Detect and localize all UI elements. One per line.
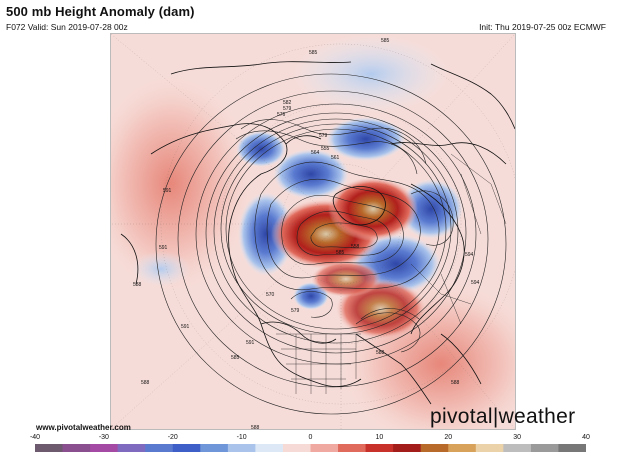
colorbar-swatch — [338, 444, 367, 452]
trough-siberia — [399, 179, 463, 239]
ridge-east — [328, 177, 418, 241]
contour-label: 588 — [251, 425, 260, 429]
contour-label: 588 — [141, 380, 150, 386]
warm-anomaly-pacific — [111, 64, 261, 304]
contour-label: 564 — [311, 150, 320, 156]
website-label: www.pivotalweather.com — [36, 423, 131, 432]
colorbar-tick-label: 20 — [444, 434, 453, 441]
colorbar-swatch — [282, 444, 311, 452]
contour-label: 582 — [283, 100, 292, 106]
cool-anomaly-north — [291, 34, 451, 114]
polar-map[interactable]: 585 585 582 579 576 579 564 555 561 591 … — [110, 33, 516, 430]
contour-label: 579 — [319, 133, 328, 139]
colorbar-swatch — [558, 444, 586, 452]
map-canvas: 585 585 582 579 576 579 564 555 561 591 … — [111, 34, 515, 429]
brand-logo: pivotal|weather — [430, 405, 576, 428]
valid-time: F072 Valid: Sun 2019-07-28 00z — [6, 22, 128, 32]
contour-label: 588 — [376, 350, 385, 356]
contour-label: 576 — [277, 112, 286, 118]
contour-label: 594 — [471, 280, 480, 286]
contour-labels: 585 585 582 579 576 579 564 555 561 591 … — [133, 38, 480, 429]
init-time: Init: Thu 2019-07-25 00z ECMWF — [479, 22, 606, 32]
colorbar-swatch — [172, 444, 201, 452]
colorbar — [35, 444, 586, 452]
colorbar-swatch — [145, 444, 174, 452]
colorbar-tick-label: -10 — [236, 434, 247, 441]
colorbar-swatch — [117, 444, 146, 452]
trough-canada — [238, 192, 294, 276]
colorbar-tick-label: 10 — [375, 434, 384, 441]
contour-label: 594 — [465, 252, 474, 258]
contour-label: 591 — [181, 324, 190, 330]
colorbar-swatch — [310, 444, 339, 452]
brand-part1: pivotal — [430, 405, 493, 428]
contour-label: 585 — [231, 355, 240, 361]
coastlines — [120, 61, 515, 405]
colorbar-swatch — [503, 444, 532, 452]
contour-label: 570 — [266, 292, 275, 298]
colorbar-tick-label: -40 — [29, 434, 41, 441]
contour-label: 588 — [133, 282, 142, 288]
colorbar-swatch — [62, 444, 91, 452]
ridge-greenland — [311, 261, 381, 297]
cool-anomaly-west — [131, 251, 191, 287]
colorbar-tick-label: 40 — [582, 434, 590, 441]
contour-label: 579 — [283, 106, 292, 112]
contour-label: 591 — [163, 188, 172, 194]
borders — [276, 153, 507, 394]
colorbar-swatch — [530, 444, 559, 452]
colorbar-tick-label: 0 — [308, 434, 313, 441]
contour-label: 579 — [291, 308, 300, 314]
contour-label: 555 — [321, 146, 330, 152]
graticule — [111, 34, 515, 429]
colorbar-tick-label: -30 — [98, 434, 109, 441]
height-contours — [155, 73, 507, 415]
colorbar-swatch — [365, 444, 394, 452]
colorbar-swatch — [448, 444, 477, 452]
colorbar-swatch — [393, 444, 422, 452]
contour-label: 558 — [351, 244, 360, 250]
colorbar-swatch — [35, 444, 64, 452]
colorbar-swatch — [90, 444, 119, 452]
brand-part2: weather — [498, 405, 576, 428]
colorbar-swatch — [475, 444, 504, 452]
colorbar-ticks: -40 -30 -20 -10 0 10 20 30 40 — [30, 434, 590, 444]
colorbar-tick-label: -20 — [167, 434, 178, 441]
contour-label: 591 — [159, 245, 168, 251]
trough-polar — [273, 149, 349, 199]
contour-label: 585 — [336, 250, 345, 256]
colorbar-swatch — [255, 444, 284, 452]
contour-label: 585 — [309, 50, 318, 56]
colorbar-swatch — [227, 444, 256, 452]
map-title: 500 mb Height Anomaly (dam) — [6, 4, 195, 19]
contour-label: 585 — [381, 38, 390, 44]
contour-label: 561 — [331, 155, 340, 161]
colorbar-swatch — [420, 444, 449, 452]
trough-alaska — [236, 131, 286, 167]
colorbar-swatch — [200, 444, 229, 452]
contour-label: 591 — [246, 340, 255, 346]
colorbar-tick-label: 30 — [513, 434, 522, 441]
contour-label: 588 — [451, 380, 460, 386]
